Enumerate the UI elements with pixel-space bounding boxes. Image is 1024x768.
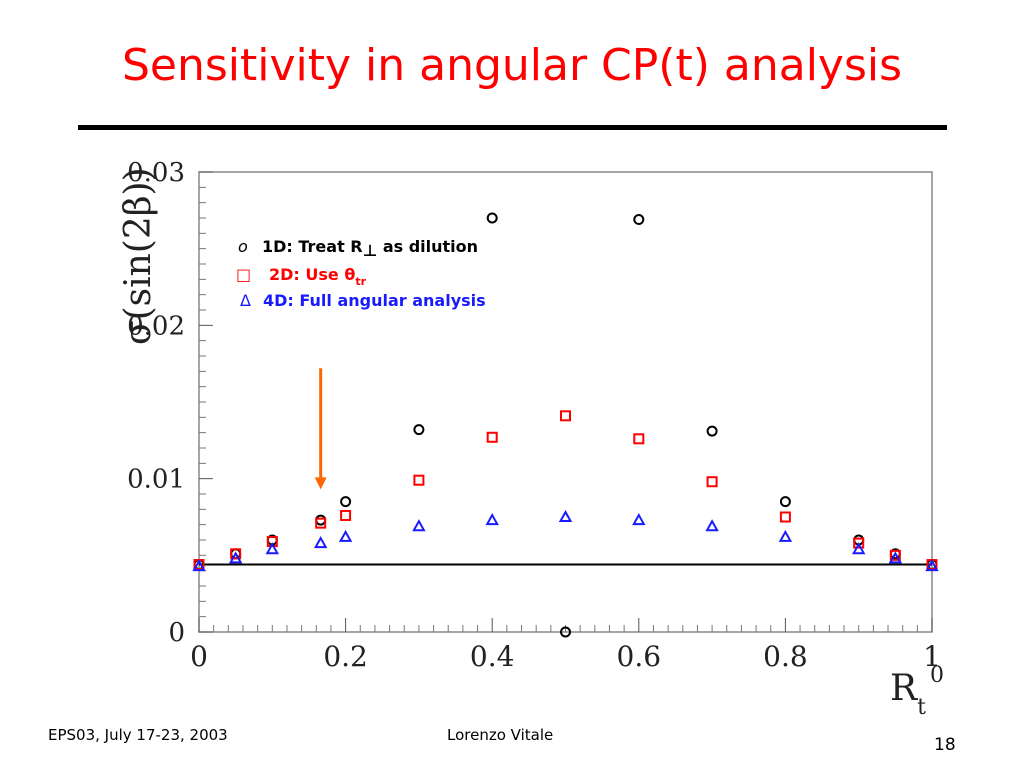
marks-layer <box>192 212 939 638</box>
legend-label-2-theta: θ <box>344 265 355 284</box>
series3-point <box>888 551 903 564</box>
series1-point <box>706 425 718 437</box>
series3-point <box>338 529 353 542</box>
x-tick-label: 1 <box>923 640 941 673</box>
series3-point <box>558 509 573 522</box>
y-axis-label: σ(sin(2β)) <box>118 167 159 345</box>
series2-point <box>706 476 718 488</box>
series2-point <box>779 511 791 523</box>
series3-point <box>228 551 243 564</box>
series3-point <box>485 513 499 526</box>
axis-labels-layer: σ(sin(2β))Rt0 <box>118 167 944 720</box>
series2-point <box>853 537 865 549</box>
slide-title: Sensitivity in angular CP(t) analysis <box>121 40 903 91</box>
legend-label-2-sub: tr <box>355 275 366 288</box>
series2-point <box>889 549 901 561</box>
series1-point <box>633 214 645 226</box>
series2-point <box>486 431 498 443</box>
x-axis-label-sup: 0 <box>930 663 944 688</box>
series1-point <box>779 496 791 508</box>
legend-label-2: 2D: Use θtr <box>269 265 367 288</box>
x-tick-label: 0 <box>190 640 208 673</box>
legend-symbol-3: Δ <box>240 291 251 310</box>
ticks-layer: 0 0.2 0.4 0.6 0.8 1 0 0.01 0.02 0.03 <box>127 158 941 673</box>
series3-point <box>778 529 793 542</box>
arrow-layer <box>314 368 327 490</box>
series3-point <box>412 519 426 532</box>
series3-point <box>925 559 939 572</box>
series3-point <box>852 542 866 555</box>
x-axis-label-sub: t <box>917 695 926 720</box>
legend-label-3: 4D: Full angular analysis <box>263 291 486 310</box>
legend-label-1-suffix: as dilution <box>377 237 478 256</box>
y-tick-label: 0 <box>168 618 185 648</box>
footer-conference: EPS03, July 17-23, 2003 <box>48 726 228 744</box>
arrow-head <box>314 477 327 490</box>
series2-point <box>340 509 352 521</box>
series3-point <box>313 536 328 549</box>
x-tick-label: 0.2 <box>323 640 368 673</box>
x-axis-label: Rt0 <box>890 663 944 720</box>
legend-symbol-2: □ <box>236 265 251 284</box>
series3-point <box>705 519 719 532</box>
series1-point <box>413 424 425 436</box>
y-tick-label: 0.03 <box>127 158 185 188</box>
series1-point <box>340 496 352 508</box>
page-number: 18 <box>934 735 956 755</box>
footer-author: Lorenzo Vitale <box>447 726 554 744</box>
series3-point <box>265 542 279 555</box>
series3-point <box>192 559 206 572</box>
title-rule <box>78 125 947 130</box>
series2-point <box>413 474 425 486</box>
legend-label-1: 1D: Treat R⊥ as dilution <box>262 237 478 260</box>
y-tick-label: 0.02 <box>127 311 185 341</box>
legend-label-2-prefix: 2D: Use <box>269 265 344 284</box>
series2-point <box>230 548 242 560</box>
series2-point <box>315 517 327 529</box>
series2-point <box>633 433 645 445</box>
series1-point <box>560 626 571 638</box>
x-tick-label: 0.8 <box>763 640 808 673</box>
series2-point <box>560 410 571 422</box>
series1-point <box>486 212 498 224</box>
legend-label-1-perp: ⊥ <box>363 241 378 260</box>
y-tick-label: 0.01 <box>127 465 185 495</box>
x-tick-label: 0.4 <box>470 640 515 673</box>
x-tick-label: 0.6 <box>617 640 662 673</box>
x-axis-label-main: R <box>890 668 918 709</box>
legend-symbol-1: o <box>238 237 248 256</box>
legend: o 1D: Treat R⊥ as dilution □ 2D: Use θtr Δ 4D… <box>236 237 486 310</box>
legend-label-1-prefix: 1D: Treat R <box>262 237 363 256</box>
series3-point <box>632 513 646 526</box>
